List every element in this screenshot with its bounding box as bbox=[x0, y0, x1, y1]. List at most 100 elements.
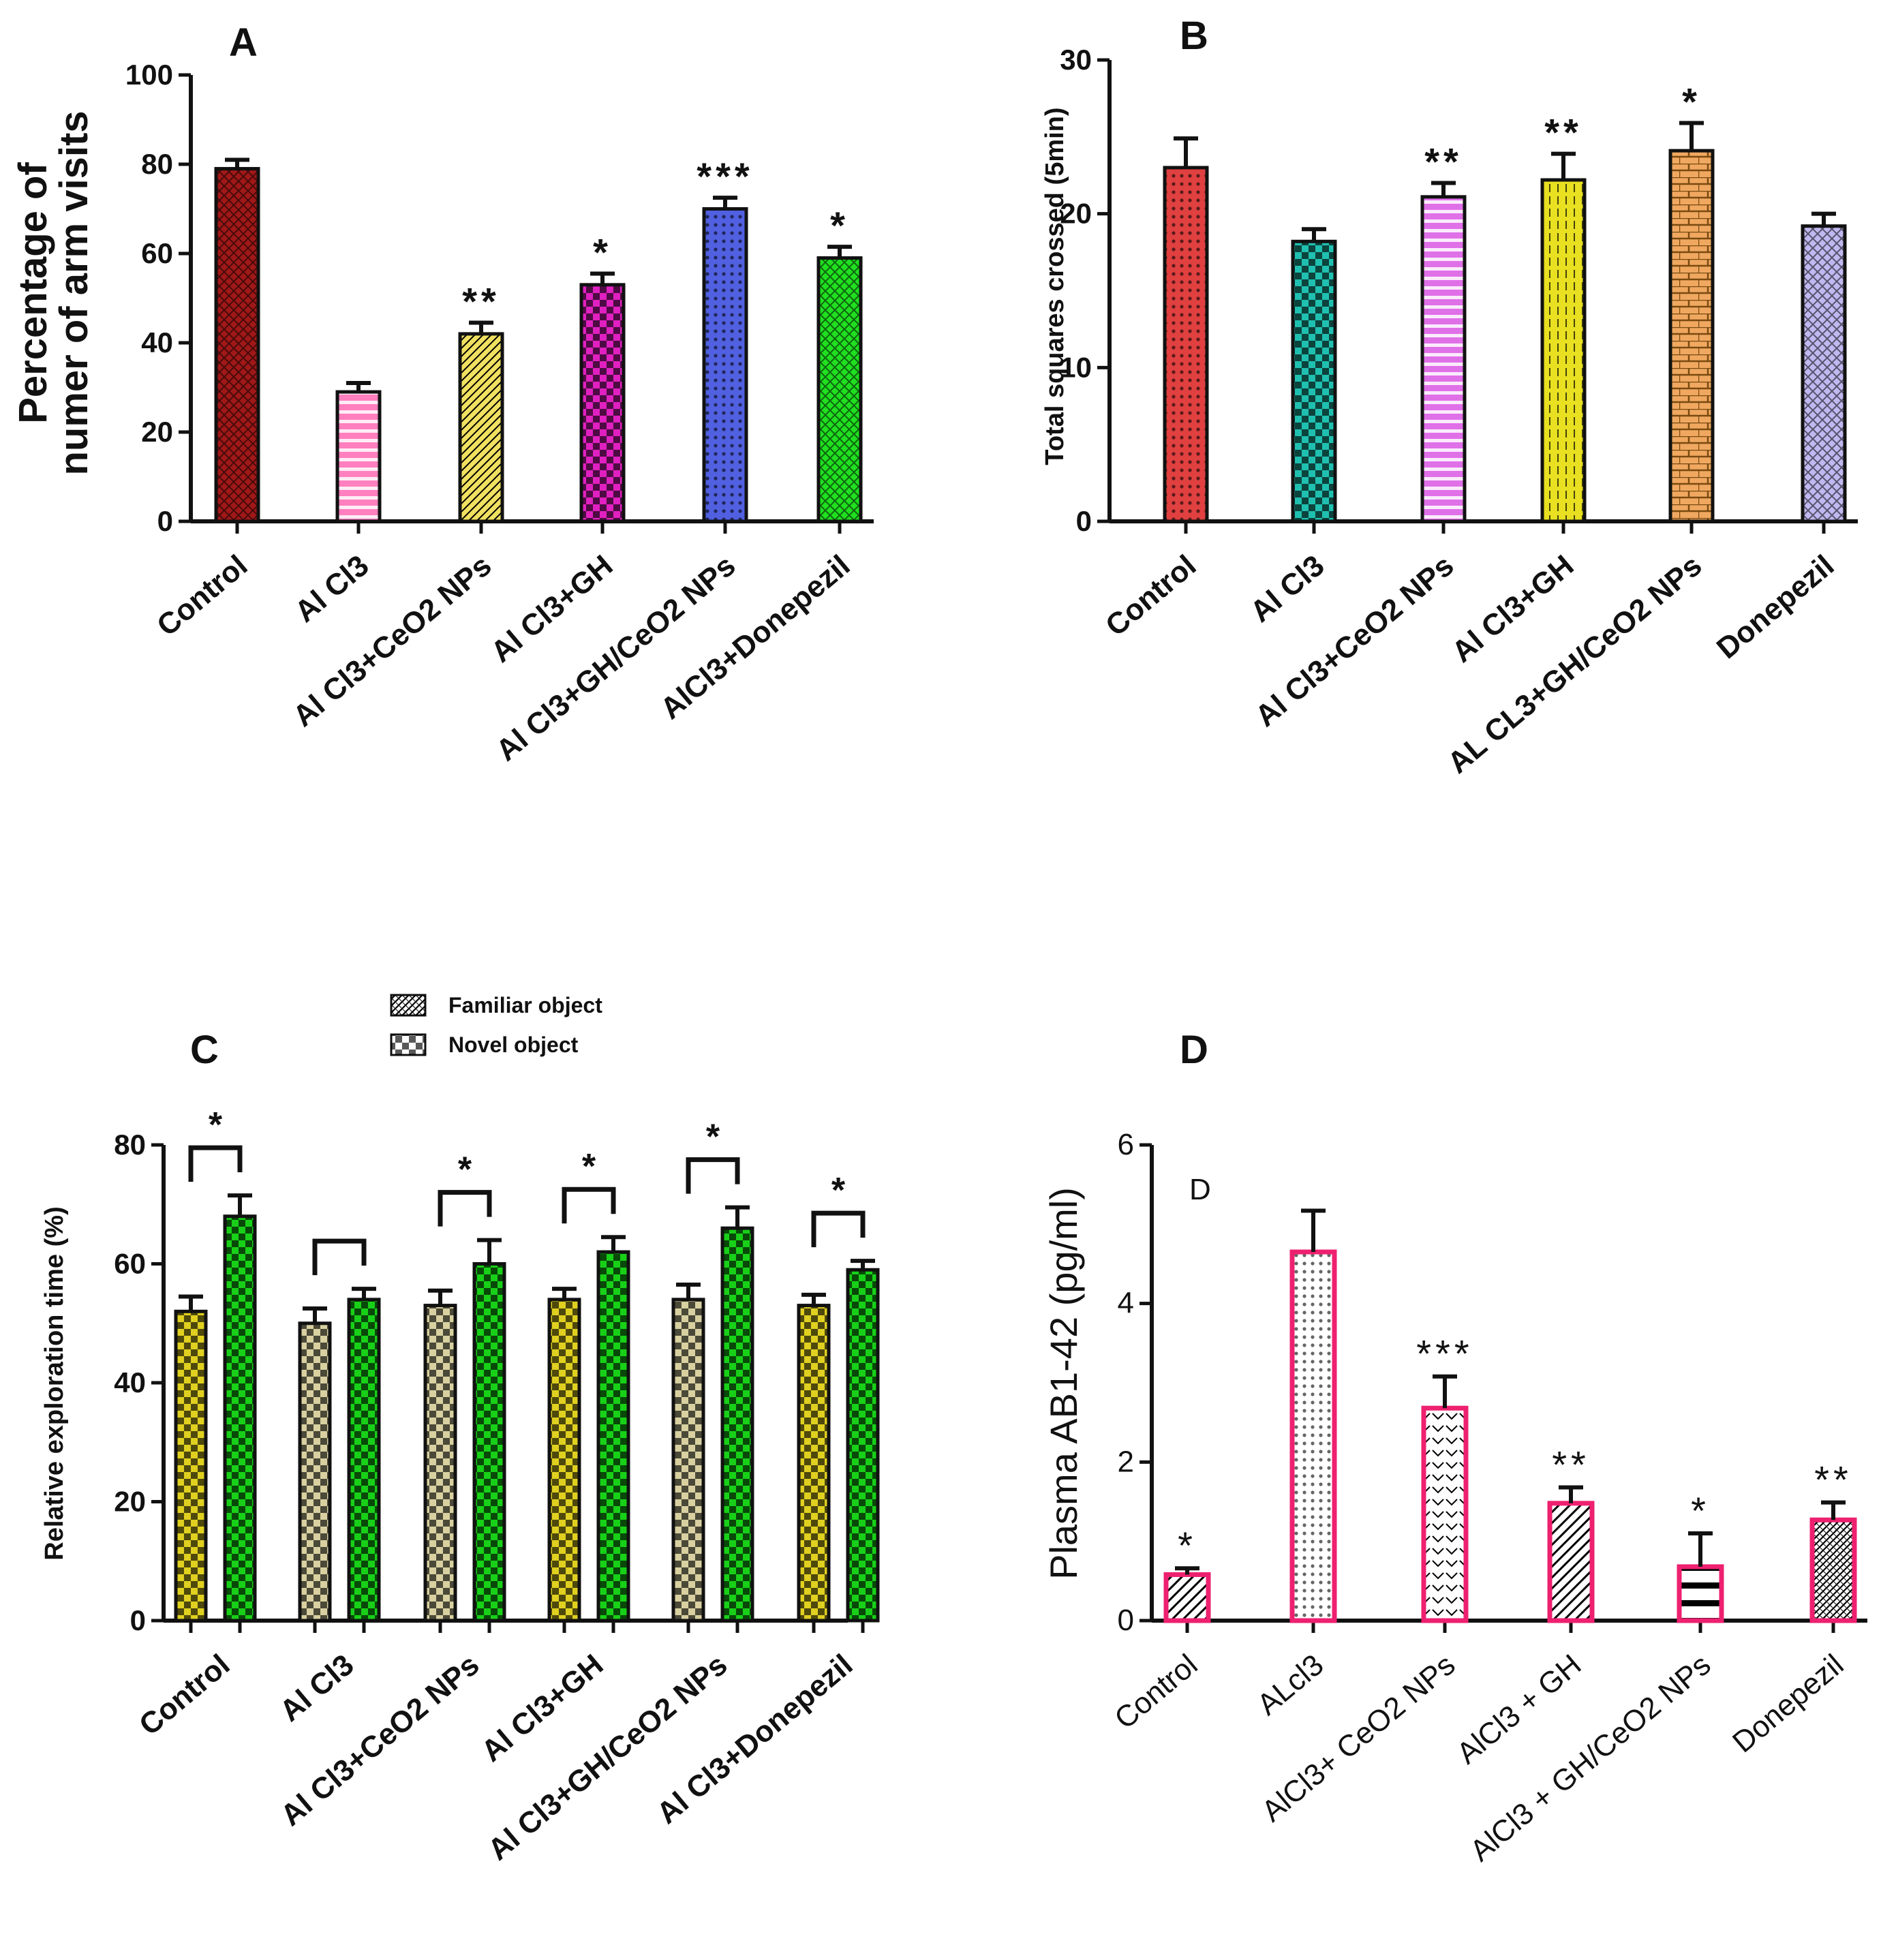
y-tick-label: 0 bbox=[130, 1604, 146, 1636]
bar-pattern bbox=[425, 1305, 455, 1621]
y-tick-label: 60 bbox=[114, 1248, 146, 1280]
y-tick-label: 30 bbox=[1060, 44, 1092, 76]
x-category-label: AlCl3 + GH bbox=[1450, 1648, 1587, 1771]
significance-marker: *** bbox=[697, 155, 753, 198]
bar-pattern bbox=[1812, 1520, 1854, 1621]
bar-pattern bbox=[799, 1305, 829, 1621]
y-tick-label: 80 bbox=[141, 148, 173, 180]
x-category-label: ALcl3 bbox=[1251, 1648, 1330, 1721]
y-tick-label: 20 bbox=[1060, 198, 1092, 230]
y-tick-label: 100 bbox=[125, 59, 173, 91]
bar-pattern bbox=[673, 1299, 703, 1621]
bar-pattern bbox=[1293, 241, 1335, 521]
significance-marker: * bbox=[593, 230, 612, 273]
y-tick-label: 2 bbox=[1118, 1445, 1134, 1478]
bar-pattern bbox=[848, 1270, 878, 1621]
bar-pattern bbox=[460, 333, 502, 521]
bar-pattern bbox=[704, 209, 746, 521]
significance-marker: * bbox=[1682, 80, 1701, 123]
significance-marker: * bbox=[706, 1118, 720, 1157]
comparison-bracket bbox=[562, 1186, 616, 1224]
legend: Familiar object Novel object bbox=[390, 993, 602, 1057]
y-tick-label: 0 bbox=[157, 505, 173, 537]
bar-pattern bbox=[474, 1264, 504, 1621]
bar-pattern bbox=[819, 258, 861, 521]
bar-pattern bbox=[176, 1311, 206, 1621]
y-tick-label: 40 bbox=[141, 326, 173, 358]
y-axis-label: numer of arm visits bbox=[52, 110, 96, 475]
significance-marker: * bbox=[830, 204, 849, 247]
bar-pattern bbox=[581, 284, 624, 521]
significance-marker: ** bbox=[1424, 140, 1463, 183]
significance-marker: ** bbox=[1552, 1443, 1590, 1486]
bar-pattern bbox=[337, 392, 380, 521]
bar-pattern bbox=[300, 1323, 330, 1621]
significance-marker: * bbox=[1691, 1489, 1710, 1532]
y-tick-label: 80 bbox=[114, 1129, 146, 1161]
x-category-label: Control bbox=[133, 1648, 236, 1742]
y-tick-label: 40 bbox=[114, 1366, 146, 1398]
y-axis-label: Total squares crossed (5min) bbox=[1041, 107, 1069, 465]
legend-label: Novel object bbox=[448, 1032, 579, 1057]
significance-marker: * bbox=[831, 1171, 846, 1210]
comparison-bracket bbox=[686, 1157, 740, 1194]
bar-pattern bbox=[1165, 167, 1207, 521]
y-tick-label: 60 bbox=[141, 237, 173, 269]
bar-pattern bbox=[598, 1252, 628, 1621]
bar-pattern bbox=[1803, 226, 1845, 521]
x-category-label: Al Cl3+GH bbox=[1446, 549, 1580, 669]
y-tick-label: 4 bbox=[1118, 1287, 1134, 1320]
significance-marker: * bbox=[209, 1105, 223, 1145]
comparison-bracket bbox=[811, 1210, 866, 1248]
significance-marker: * bbox=[458, 1150, 472, 1190]
bar-pattern bbox=[349, 1299, 379, 1621]
y-tick-label: 20 bbox=[141, 416, 173, 448]
bar-pattern bbox=[1292, 1252, 1334, 1621]
legend-label: Familiar object bbox=[448, 993, 602, 1017]
y-axis-label: Percentage of bbox=[11, 162, 55, 424]
bar-pattern bbox=[216, 168, 258, 522]
y-axis-label: Plasma AB1-42 (pg/ml) bbox=[1042, 1187, 1085, 1580]
y-tick-label: 10 bbox=[1060, 351, 1092, 383]
x-category-label: AlCl3+Donepezil bbox=[654, 549, 857, 726]
significance-marker: * bbox=[1178, 1524, 1197, 1567]
y-tick-label: 20 bbox=[114, 1486, 146, 1518]
x-category-label: Al Cl3+CeO2 NPs bbox=[287, 549, 498, 733]
significance-marker: ** bbox=[1544, 111, 1582, 154]
y-tick-label: 6 bbox=[1118, 1128, 1134, 1161]
significance-marker: *** bbox=[1416, 1332, 1473, 1375]
comparison-bracket bbox=[188, 1145, 243, 1182]
inset-label: D bbox=[1189, 1173, 1211, 1206]
x-category-label: Al Cl3+GH/CeO2 NPs bbox=[482, 1648, 734, 1867]
legend-swatch-pattern bbox=[391, 1035, 425, 1055]
x-category-label: Control bbox=[1108, 1648, 1204, 1736]
x-category-label: Donepezil bbox=[1726, 1648, 1850, 1759]
bar-pattern bbox=[1166, 1574, 1208, 1621]
comparison-bracket bbox=[438, 1190, 492, 1227]
significance-marker: ** bbox=[1814, 1458, 1852, 1501]
bar-pattern bbox=[1422, 196, 1465, 521]
significance-marker: ** bbox=[462, 280, 500, 323]
panel-label: D bbox=[1180, 1028, 1208, 1072]
y-tick-label: 0 bbox=[1118, 1604, 1134, 1637]
bar-pattern bbox=[1670, 151, 1713, 522]
x-category-label: Al Cl3 bbox=[1244, 549, 1330, 629]
bar-pattern bbox=[1550, 1503, 1592, 1621]
x-category-label: Al Cl3 bbox=[273, 1648, 360, 1728]
significance-marker: * bbox=[582, 1147, 596, 1186]
bar-pattern bbox=[225, 1216, 255, 1621]
bar-pattern bbox=[1542, 180, 1585, 521]
bar-pattern bbox=[1424, 1408, 1466, 1621]
comparison-bracket bbox=[312, 1238, 367, 1276]
y-tick-label: 0 bbox=[1076, 505, 1092, 537]
x-category-label: Donepezil bbox=[1711, 549, 1841, 665]
bar-pattern bbox=[1679, 1566, 1722, 1621]
panel-label: C bbox=[190, 1028, 219, 1072]
panel-c-chart: 0 20 40 60 80 C Relative exploration time (%) F… bbox=[40, 993, 880, 1867]
x-category-label: AL CL3+GH/CeO2 NPs bbox=[1441, 549, 1708, 780]
bar-pattern bbox=[549, 1299, 579, 1621]
